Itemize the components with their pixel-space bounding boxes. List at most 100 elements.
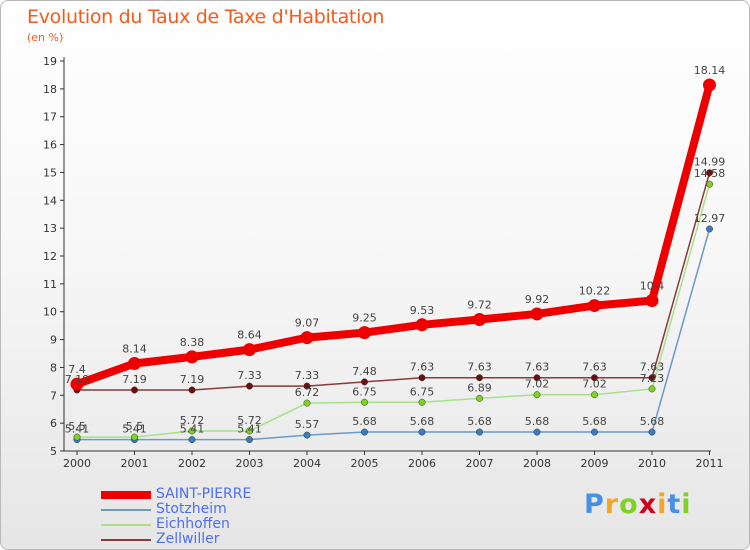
- data-label: 5.68: [640, 415, 665, 428]
- data-point: [418, 428, 426, 436]
- data-label: 7.19: [65, 373, 90, 386]
- data-label: 7.63: [467, 361, 492, 374]
- data-point: [128, 357, 141, 371]
- data-point: [188, 436, 196, 444]
- x-tick-label: 2011: [696, 457, 724, 470]
- data-label: 8.38: [180, 336, 205, 349]
- data-point: [473, 313, 486, 327]
- data-point: [591, 391, 598, 399]
- logo-letter: i: [657, 489, 668, 520]
- data-point: [246, 427, 253, 435]
- data-label: 8.64: [237, 329, 262, 342]
- y-tick-label: 6: [50, 417, 57, 430]
- data-label: 18.14: [694, 64, 726, 77]
- legend-swatch: [101, 524, 151, 526]
- y-tick-label: 19: [43, 55, 57, 68]
- data-point: [73, 433, 81, 441]
- y-tick-label: 12: [43, 250, 57, 263]
- data-label: 6.72: [295, 386, 320, 399]
- data-label: 5.72: [180, 414, 205, 427]
- x-tick-label: 2010: [638, 457, 666, 470]
- data-label: 6.75: [352, 385, 377, 398]
- data-point: [533, 391, 541, 399]
- y-tick-label: 8: [50, 361, 57, 374]
- data-label: 6.89: [467, 381, 492, 394]
- data-label: 7.02: [582, 378, 607, 391]
- data-label: 9.53: [410, 304, 435, 317]
- y-tick-label: 15: [43, 166, 57, 179]
- y-tick-label: 13: [43, 222, 57, 235]
- data-label: 7.48: [352, 365, 377, 378]
- data-point: [588, 299, 601, 313]
- data-point: [300, 331, 314, 345]
- x-tick-label: 2002: [178, 457, 206, 470]
- x-tick-label: 2009: [581, 457, 609, 470]
- data-point: [303, 382, 311, 390]
- data-point: [246, 382, 253, 390]
- series-line-saint-pierre: [73, 80, 714, 389]
- data-point: [361, 428, 368, 436]
- x-tick-label: 2001: [121, 457, 149, 470]
- data-label: 5.68: [352, 415, 377, 428]
- y-tick-label: 16: [43, 139, 57, 152]
- legend-label: SAINT-PIERRE: [156, 486, 252, 502]
- data-label: 9.92: [525, 293, 550, 306]
- data-point: [70, 377, 84, 391]
- data-label: 7.33: [295, 369, 320, 382]
- chart-title: Evolution du Taux de Taxe d'Habitation: [27, 6, 385, 28]
- data-label: 7.4: [68, 363, 86, 376]
- series-line-zellwiller: [76, 171, 711, 391]
- logo-letter: o: [619, 489, 639, 520]
- data-label: 5.41: [180, 423, 205, 436]
- data-point: [418, 374, 426, 382]
- data-label: 5.68: [410, 415, 435, 428]
- data-label: 5.5: [68, 420, 86, 433]
- x-tick-label: 2008: [523, 457, 551, 470]
- data-point: [415, 318, 429, 332]
- data-point: [476, 394, 483, 402]
- data-label: 6.75: [410, 385, 435, 398]
- data-point: [648, 385, 656, 393]
- data-label: 7.19: [180, 373, 205, 386]
- data-label: 10.4: [640, 280, 665, 293]
- x-tick-label: 2004: [293, 457, 321, 470]
- data-point: [591, 374, 598, 382]
- data-point: [418, 398, 426, 406]
- legend-label: Zellwiller: [156, 531, 220, 547]
- data-point: [648, 374, 656, 382]
- y-tick-label: 18: [43, 83, 57, 96]
- logo-letter: P: [584, 489, 605, 520]
- data-label: 7.63: [582, 361, 607, 374]
- data-label: 7.63: [525, 361, 550, 374]
- data-label: 14.58: [694, 167, 726, 180]
- data-point: [530, 307, 544, 321]
- data-label: 10.22: [579, 285, 611, 298]
- data-point: [131, 386, 138, 394]
- data-label: 5.5: [126, 420, 144, 433]
- logo-letter: t: [667, 489, 682, 520]
- data-point: [131, 433, 138, 441]
- x-tick-label: 2007: [466, 457, 494, 470]
- series-line-eichhoffen: [76, 183, 711, 438]
- data-label: 5.72: [237, 414, 262, 427]
- legend-swatch: [101, 509, 151, 511]
- data-label: 7.63: [640, 361, 665, 374]
- legend-label: Stotzheim: [156, 501, 227, 517]
- data-point: [188, 427, 196, 435]
- data-point: [533, 374, 541, 382]
- legend-swatch: [101, 491, 151, 499]
- data-point: [476, 374, 483, 382]
- data-point: [303, 431, 311, 439]
- y-tick-label: 9: [50, 334, 57, 347]
- data-point: [358, 326, 371, 340]
- data-point: [706, 225, 713, 233]
- data-label: 5.68: [582, 415, 607, 428]
- data-label: 5.57: [295, 418, 320, 431]
- chart-subtitle: (en %): [27, 31, 64, 44]
- data-point: [303, 399, 311, 407]
- series-line-stotzheim: [76, 228, 711, 441]
- y-tick-label: 11: [43, 278, 57, 291]
- legend-swatch: [101, 539, 151, 541]
- data-label: 5.41: [122, 423, 147, 436]
- data-point: [185, 350, 199, 364]
